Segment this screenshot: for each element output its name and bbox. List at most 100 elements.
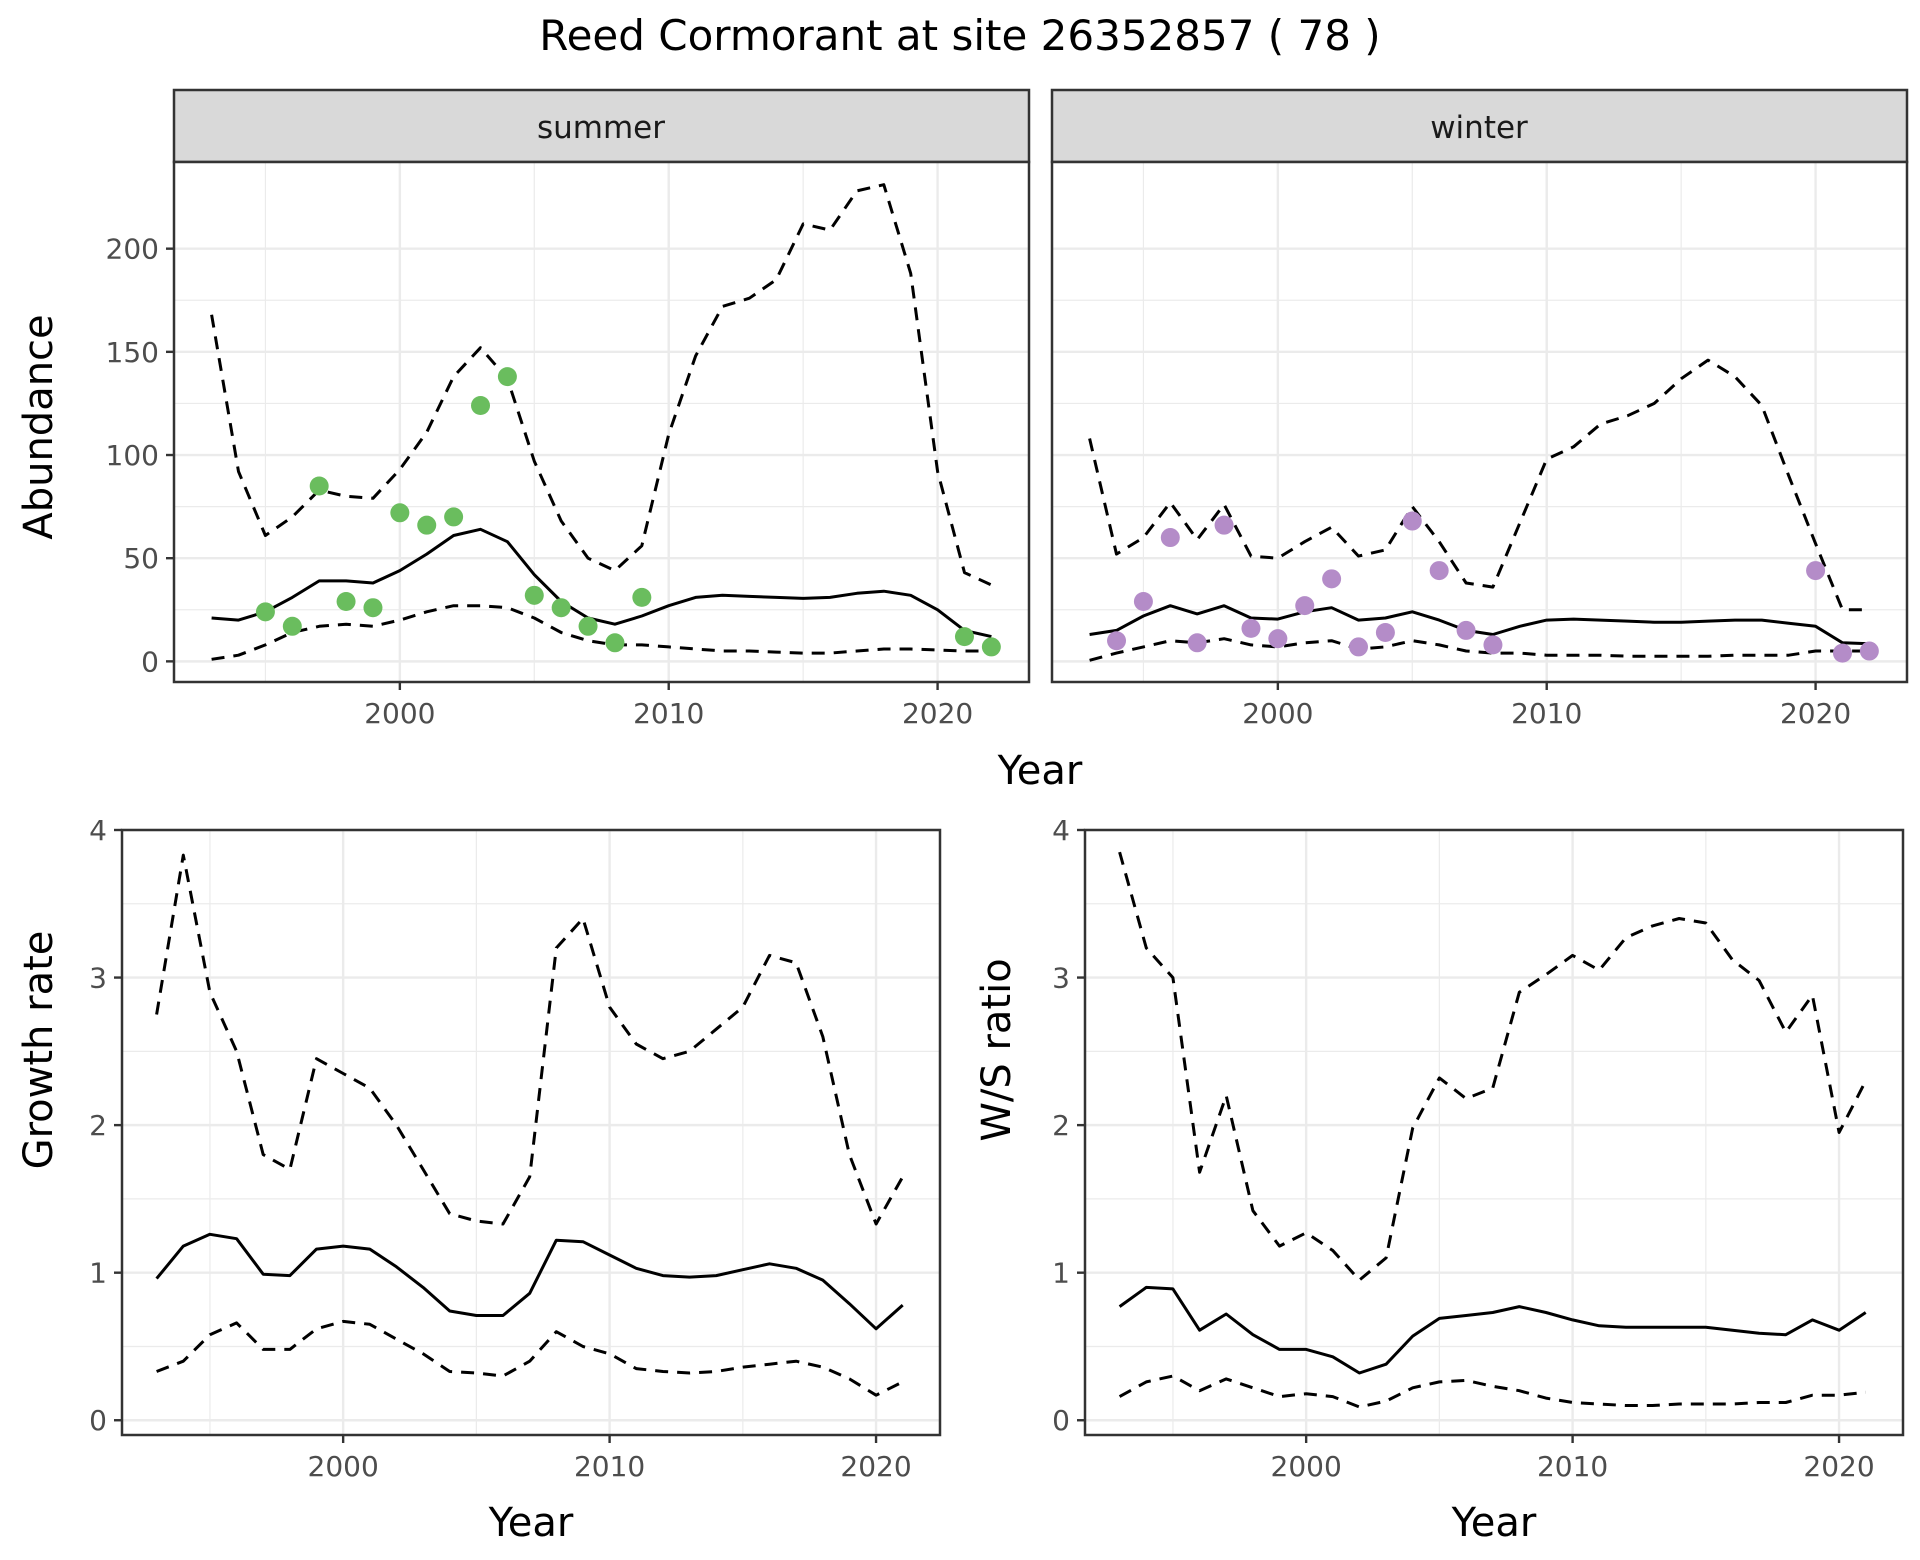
interval-line-summer-1 — [211, 604, 992, 661]
x-tick-label-growth-1: 2010 — [574, 1450, 645, 1483]
panel-background-growth — [122, 830, 940, 1435]
observed-point-summer-12 — [578, 616, 598, 636]
y-tick-label-summer-2: 100 — [106, 439, 159, 472]
observed-point-winter-4 — [1214, 515, 1234, 535]
observed-point-winter-7 — [1295, 596, 1315, 616]
abundance-panel-summer: summer 2000 2010 2020 0 50 100 150 200 — [106, 88, 1031, 730]
interval-line-ws-1 — [1118, 1374, 1866, 1409]
y-tick-label-ws-3: 3 — [1052, 962, 1070, 995]
panel-background-summer — [174, 162, 1029, 682]
facet-strip-summer — [172, 88, 1031, 164]
observed-point-winter-6 — [1268, 629, 1288, 649]
observed-point-winter-14 — [1483, 635, 1503, 655]
y-tick-label-growth-3: 3 — [89, 962, 107, 995]
observed-point-winter-5 — [1241, 618, 1261, 638]
interval-line-ws-2 — [1118, 851, 1868, 1282]
panel-background-winter — [1052, 162, 1907, 682]
observed-point-winter-2 — [1160, 528, 1180, 548]
x-tick-label-growth-2: 2020 — [840, 1450, 911, 1483]
interval-line-winter-1 — [1089, 637, 1870, 662]
facet-strip-winter — [1050, 88, 1909, 164]
observed-point-winter-12 — [1429, 561, 1449, 581]
y-tick-label-summer-1: 50 — [123, 542, 159, 575]
facet-label-summer: summer — [537, 110, 665, 146]
interval-line-growth-1 — [156, 1319, 904, 1397]
ws-ratio-plot: 2000 2010 2020 0 1 2 3 4 — [1052, 814, 1905, 1483]
estimate-line-ws-0 — [1118, 1285, 1867, 1375]
interval-line-winter-2 — [1088, 358, 1870, 612]
panel-border-ws — [1083, 828, 1905, 1437]
y-tick-label-ws-0: 0 — [1052, 1404, 1070, 1437]
y-tick-label-summer-4: 200 — [106, 233, 159, 266]
y-tick-label-growth-1: 1 — [89, 1257, 107, 1290]
x-tick-label-ws-0: 2000 — [1271, 1450, 1342, 1483]
estimate-line-growth-0 — [155, 1232, 904, 1331]
observed-point-winter-0 — [1107, 631, 1127, 651]
y-tick-label-ws-2: 2 — [1052, 1109, 1070, 1142]
panel-border-summer — [172, 160, 1031, 684]
observed-point-summer-8 — [471, 395, 491, 415]
observed-point-winter-13 — [1456, 620, 1476, 640]
observed-point-summer-13 — [605, 633, 625, 653]
panel-border-winter — [1050, 160, 1909, 684]
x-tick-label-growth-0: 2000 — [308, 1450, 379, 1483]
y-tick-label-growth-4: 4 — [89, 814, 107, 847]
observed-point-summer-4 — [363, 598, 383, 618]
observed-point-summer-3 — [336, 592, 356, 612]
observed-point-summer-1 — [282, 616, 302, 636]
y-tick-label-growth-2: 2 — [89, 1109, 107, 1142]
y-tick-label-summer-3: 150 — [106, 336, 159, 369]
x-tick-label-winter-2: 2020 — [1780, 697, 1851, 730]
observed-point-winter-15 — [1806, 561, 1826, 581]
y-tick-label-ws-4: 4 — [1052, 814, 1070, 847]
abundance-panel-winter: winter 2000 2010 2020 — [1050, 88, 1909, 730]
x-tick-label-summer-1: 2010 — [633, 697, 704, 730]
ws-ratio-y-axis-title: W/S ratio — [974, 958, 1020, 1141]
y-tick-label-growth-0: 0 — [89, 1404, 107, 1437]
observed-point-summer-10 — [524, 585, 544, 605]
observed-point-summer-9 — [497, 367, 517, 387]
plot-area-summer: 2000 2010 2020 0 50 100 150 200 — [106, 160, 1031, 730]
panel-background-ws — [1085, 830, 1903, 1435]
observed-point-summer-6 — [417, 515, 437, 535]
growth-rate-x-axis-title: Year — [488, 1500, 574, 1546]
observed-point-summer-0 — [255, 602, 275, 622]
y-tick-label-summer-0: 0 — [141, 645, 159, 678]
ws-ratio-x-axis-title: Year — [1451, 1500, 1537, 1546]
observed-point-summer-2 — [309, 476, 329, 496]
abundance-y-axis-title: Abundance — [16, 314, 62, 539]
observed-point-winter-3 — [1187, 633, 1207, 653]
observed-point-winter-9 — [1349, 637, 1369, 657]
observed-point-summer-11 — [551, 598, 571, 618]
panel-border-growth — [120, 828, 942, 1437]
observed-point-summer-16 — [981, 637, 1001, 657]
growth-rate-y-axis-title: Growth rate — [16, 931, 62, 1170]
observed-point-winter-10 — [1375, 622, 1395, 642]
growth-rate-plot: 2000 2010 2020 0 1 2 3 4 — [89, 814, 942, 1483]
observed-point-summer-15 — [954, 627, 974, 647]
x-tick-label-ws-1: 2010 — [1537, 1450, 1608, 1483]
observed-point-winter-8 — [1322, 569, 1342, 589]
observed-point-winter-1 — [1133, 592, 1153, 612]
facet-label-winter: winter — [1430, 110, 1528, 146]
abundance-x-axis-title: Year — [997, 748, 1083, 794]
observed-point-winter-17 — [1859, 641, 1879, 661]
observed-point-winter-11 — [1402, 511, 1422, 531]
observed-point-summer-5 — [390, 503, 410, 523]
estimate-line-winter-0 — [1089, 604, 1870, 646]
x-tick-label-summer-0: 2000 — [364, 697, 435, 730]
chart-title: Reed Cormorant at site 26352857 ( 78 ) — [539, 11, 1380, 60]
interval-line-summer-2 — [210, 183, 993, 587]
plot-area-winter: 2000 2010 2020 — [1050, 160, 1909, 730]
observed-point-summer-7 — [444, 507, 464, 527]
estimate-line-summer-0 — [211, 527, 992, 639]
x-tick-label-winter-1: 2010 — [1511, 697, 1582, 730]
observed-point-summer-14 — [632, 587, 652, 607]
interval-line-growth-2 — [155, 853, 905, 1226]
x-tick-label-ws-2: 2020 — [1803, 1450, 1874, 1483]
x-tick-label-winter-0: 2000 — [1242, 697, 1313, 730]
y-tick-label-ws-1: 1 — [1052, 1257, 1070, 1290]
x-tick-label-summer-2: 2020 — [902, 697, 973, 730]
observed-point-winter-16 — [1832, 643, 1852, 663]
